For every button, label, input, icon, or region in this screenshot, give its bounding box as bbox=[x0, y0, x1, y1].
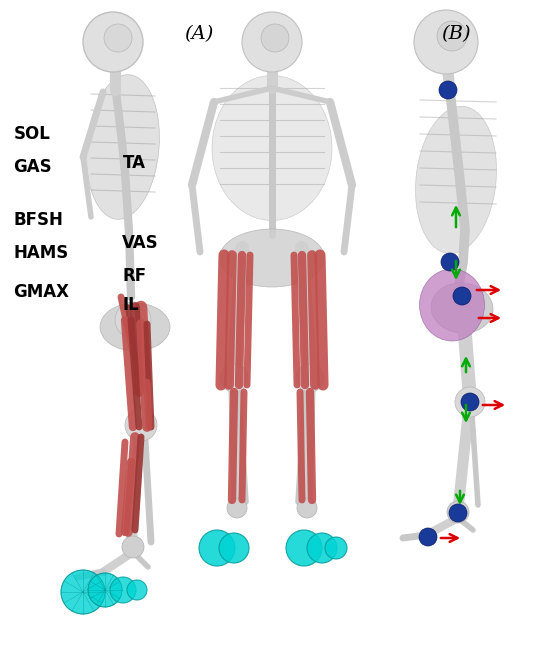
Circle shape bbox=[83, 12, 143, 72]
Circle shape bbox=[61, 570, 105, 614]
Ellipse shape bbox=[86, 75, 159, 219]
Ellipse shape bbox=[431, 283, 493, 333]
Circle shape bbox=[242, 12, 302, 72]
Circle shape bbox=[104, 24, 132, 52]
Circle shape bbox=[127, 580, 147, 600]
Circle shape bbox=[286, 530, 322, 566]
Ellipse shape bbox=[419, 269, 485, 341]
Circle shape bbox=[455, 387, 485, 417]
Circle shape bbox=[437, 21, 467, 51]
Text: TA: TA bbox=[122, 154, 145, 172]
Circle shape bbox=[219, 533, 249, 563]
Text: GAS: GAS bbox=[14, 158, 52, 176]
Circle shape bbox=[125, 409, 157, 441]
Text: (B): (B) bbox=[441, 25, 471, 43]
Text: BFSH: BFSH bbox=[14, 211, 64, 229]
Circle shape bbox=[227, 498, 247, 518]
Circle shape bbox=[110, 577, 136, 603]
Circle shape bbox=[115, 302, 151, 338]
Ellipse shape bbox=[416, 106, 497, 254]
Text: VAS: VAS bbox=[122, 234, 159, 252]
Text: SOL: SOL bbox=[14, 125, 51, 144]
Circle shape bbox=[441, 253, 459, 271]
Circle shape bbox=[325, 537, 347, 559]
Ellipse shape bbox=[219, 229, 325, 287]
Text: IL: IL bbox=[122, 296, 139, 314]
Circle shape bbox=[439, 81, 457, 99]
Text: RF: RF bbox=[122, 266, 146, 285]
Text: HAMS: HAMS bbox=[14, 243, 69, 262]
Circle shape bbox=[447, 501, 469, 523]
Circle shape bbox=[122, 536, 144, 558]
Circle shape bbox=[296, 364, 324, 392]
Circle shape bbox=[414, 10, 478, 74]
Ellipse shape bbox=[212, 75, 332, 220]
Text: (A): (A) bbox=[184, 25, 213, 43]
Circle shape bbox=[261, 24, 289, 52]
Circle shape bbox=[453, 287, 471, 305]
Circle shape bbox=[88, 573, 122, 607]
Circle shape bbox=[307, 533, 337, 563]
Circle shape bbox=[461, 393, 479, 411]
Circle shape bbox=[449, 504, 467, 522]
Circle shape bbox=[297, 498, 317, 518]
Circle shape bbox=[199, 530, 235, 566]
Text: GMAX: GMAX bbox=[14, 283, 70, 301]
Circle shape bbox=[419, 528, 437, 546]
Ellipse shape bbox=[100, 303, 170, 351]
Circle shape bbox=[220, 364, 248, 392]
